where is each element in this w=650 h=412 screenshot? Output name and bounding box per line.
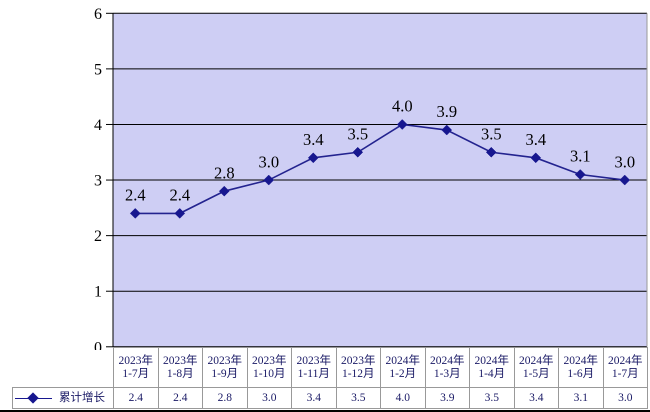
svg-text:5: 5 — [94, 61, 102, 78]
svg-text:2.4: 2.4 — [125, 186, 146, 205]
svg-text:3.5: 3.5 — [481, 124, 502, 143]
svg-text:3: 3 — [94, 173, 102, 190]
svg-text:3.1: 3.1 — [570, 147, 591, 166]
svg-text:3.4: 3.4 — [303, 130, 324, 149]
svg-text:3.5: 3.5 — [347, 124, 368, 143]
svg-text:3.9: 3.9 — [436, 102, 457, 121]
svg-text:2.4: 2.4 — [169, 186, 190, 205]
svg-text:4: 4 — [94, 117, 102, 134]
svg-text:3.0: 3.0 — [614, 152, 635, 171]
svg-text:4.0: 4.0 — [392, 97, 413, 116]
svg-text:6: 6 — [94, 6, 102, 23]
svg-text:1: 1 — [94, 284, 102, 301]
svg-text:2: 2 — [94, 228, 102, 245]
svg-text:3.0: 3.0 — [258, 152, 279, 171]
svg-text:2.8: 2.8 — [214, 163, 235, 182]
svg-text:3.4: 3.4 — [525, 130, 546, 149]
